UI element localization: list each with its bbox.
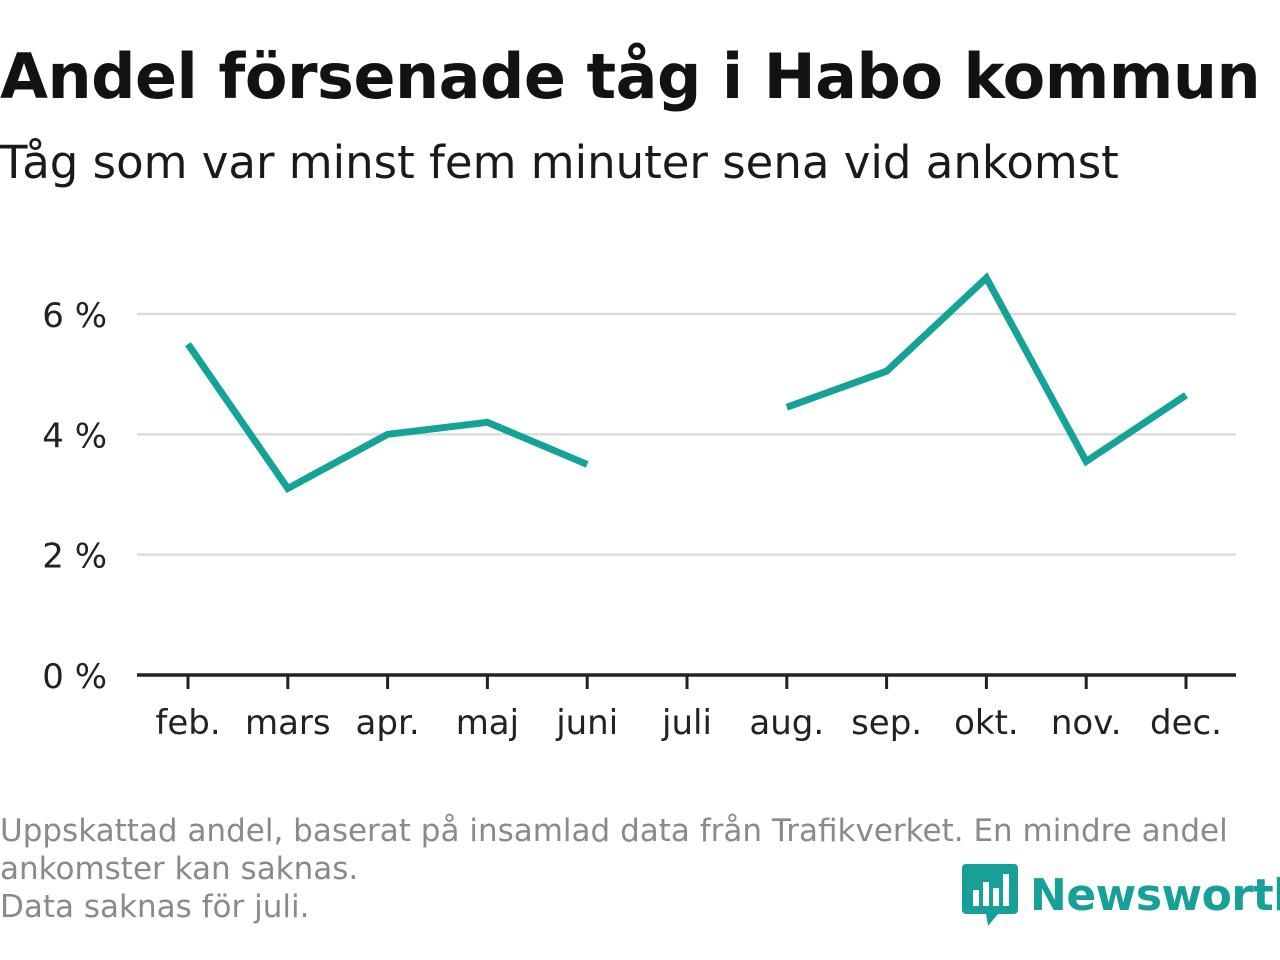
series-lines	[185, 272, 1188, 494]
y-tick-label: 2 %	[42, 537, 107, 577]
grid-lines	[137, 312, 1236, 556]
footnote: Uppskattad andel, baserat på insamlad da…	[0, 812, 1270, 926]
footnote-line: ankomster kan saknas.	[0, 851, 359, 887]
series-line	[185, 342, 589, 494]
y-tick-label: 4 %	[42, 416, 107, 456]
chart-subtitle: Tåg som var minst fem minuter sena vid a…	[0, 136, 1119, 189]
brand-logo: Newsworthy	[962, 862, 1280, 928]
line-chart: 0 % 2 % 4 % 6 % feb. mars apr. maj juni juli aug.…	[42, 272, 1236, 743]
x-tick-label: aug.	[749, 703, 824, 743]
x-tick-label: nov.	[1051, 703, 1122, 743]
x-tick-label: sep.	[851, 703, 922, 743]
y-axis-tick-labels: 0 % 2 % 4 % 6 %	[42, 296, 107, 697]
x-tick-label: feb.	[155, 703, 220, 743]
x-tick-label: juni	[555, 703, 618, 743]
newsworthy-logo-icon	[962, 864, 1018, 926]
x-tick-label: maj	[456, 703, 519, 743]
y-tick-label: 6 %	[42, 296, 107, 336]
brand-name: Newsworthy	[1030, 869, 1280, 921]
x-axis: feb. mars apr. maj juni juli aug. sep. okt. nov. d…	[137, 673, 1236, 743]
series-line	[785, 272, 1188, 467]
footnote-line: Uppskattad andel, baserat på insamlad da…	[0, 813, 1228, 849]
x-tick-label: juli	[661, 703, 712, 743]
x-tick-label: mars	[245, 703, 331, 743]
x-tick-label: apr.	[356, 703, 420, 743]
x-tick-label: dec.	[1150, 703, 1222, 743]
footnote-line: Data saknas för juli.	[0, 889, 310, 925]
x-tick-label: okt.	[954, 703, 1019, 743]
chart-title: Andel försenade tåg i Habo kommun	[0, 40, 1261, 113]
y-tick-label: 0 %	[42, 657, 107, 697]
